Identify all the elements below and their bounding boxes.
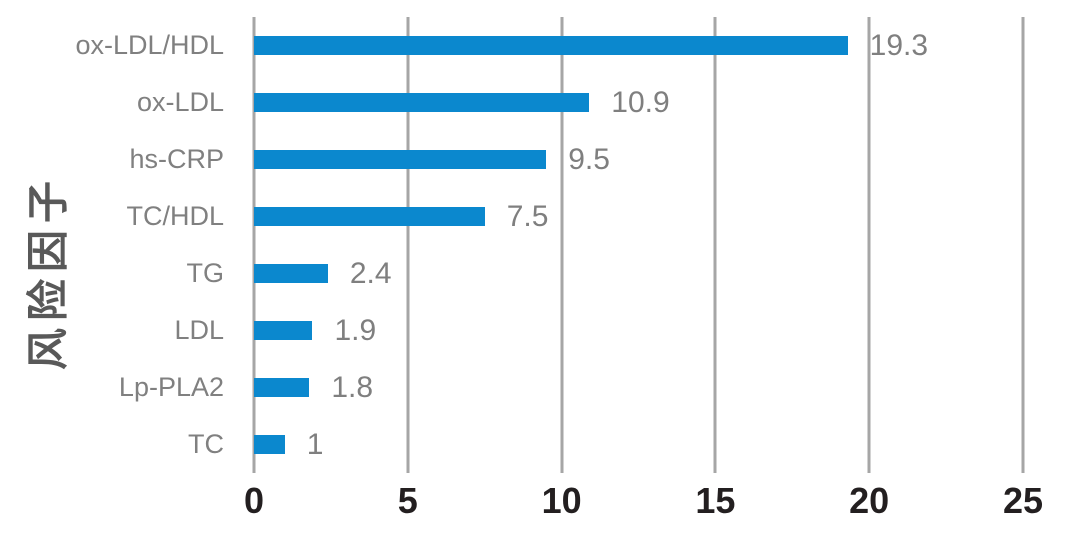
- bar-ox-LDL: [254, 93, 590, 112]
- value-label: 10.9: [611, 85, 670, 119]
- category-label: hs-CRP: [129, 144, 224, 174]
- value-label: 7.5: [506, 199, 549, 233]
- gridline-x-5: [406, 17, 410, 473]
- bar-Lp-PLA2: [254, 378, 310, 397]
- value-label: 9.5: [568, 142, 610, 176]
- bar-row: 2.4: [254, 245, 1023, 302]
- bar-row: 19.3: [254, 17, 1023, 74]
- x-tick-label: 10: [541, 480, 582, 521]
- value-label: 1.9: [334, 313, 377, 347]
- bar-TC/HDL: [254, 207, 485, 226]
- x-tick-label: 20: [849, 480, 890, 521]
- bar-hs-CRP: [254, 150, 547, 169]
- category-label: TC/HDL: [126, 201, 224, 231]
- gridline-x-15: [713, 17, 717, 473]
- bar-TC: [254, 435, 285, 454]
- gridline-x-0: [252, 17, 256, 473]
- value-label: 19.3: [869, 28, 929, 62]
- value-label: 2.4: [349, 256, 392, 290]
- x-tick-label: 0: [243, 480, 265, 521]
- category-label: TC: [188, 429, 224, 459]
- category-label: ox-LDL: [136, 87, 224, 117]
- bar-row: 10.9: [254, 74, 1023, 131]
- bar-row: 1.8: [254, 359, 1023, 416]
- bar-row: 1.9: [254, 302, 1023, 359]
- bar-LDL: [254, 321, 313, 340]
- bar-row: 1: [254, 416, 1023, 473]
- category-label: LDL: [174, 315, 224, 345]
- x-tick-label: 5: [397, 480, 418, 521]
- bar-row: 9.5: [254, 131, 1023, 188]
- category-label: TG: [186, 258, 225, 288]
- gridline-x-20: [867, 17, 871, 473]
- bar-row: 7.5: [254, 188, 1023, 245]
- x-tick-label: 15: [695, 480, 736, 521]
- value-label: 1: [306, 427, 324, 461]
- bar-TG: [254, 264, 328, 283]
- gridline-x-25: [1021, 17, 1025, 473]
- x-tick-label: 25: [1002, 480, 1044, 521]
- bar-ox-LDL/HDL: [254, 36, 848, 55]
- value-label: 1.8: [331, 370, 374, 404]
- category-label: Lp-PLA2: [118, 372, 224, 402]
- category-label: ox-LDL/HDL: [75, 30, 224, 60]
- plot-area: 19.3 10.9 9.5 7.5 2.4 1.9 1.8 1: [252, 17, 1025, 473]
- gridline-x-10: [560, 17, 564, 473]
